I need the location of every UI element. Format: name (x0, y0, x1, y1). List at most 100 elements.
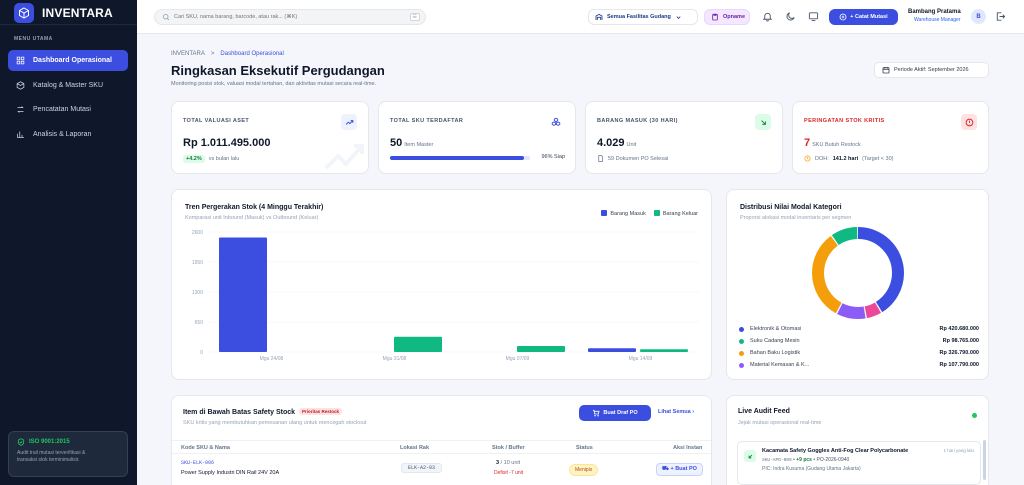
audit-item[interactable]: Kacamata Safety Goggles Anti-Fog Clear P… (737, 441, 981, 485)
card-subtitle: Komparasi unit Inbound (Masuk) vs Outbou… (185, 215, 319, 221)
distribution-donut-chart (812, 227, 904, 319)
y-tick-label: 650 (195, 320, 204, 326)
avatar[interactable]: B (971, 9, 986, 24)
donut-slice[interactable] (812, 227, 904, 319)
card-title: Live Audit Feed (738, 408, 790, 415)
card-title: Item di Bawah Batas Safety Stock Priorita… (183, 408, 343, 416)
create-po-draft-button[interactable]: Buat Draf PO (579, 405, 651, 421)
kpi-number: 7 (804, 137, 811, 149)
record-mutation-button[interactable]: + Catat Mutasi (829, 9, 898, 25)
kpi-value: Rp 1.011.495.000 (183, 137, 271, 149)
y-tick-label: 0 (200, 350, 203, 356)
category-row: Material Kemasan & K... Rp 107.790.000 (739, 361, 979, 371)
facility-label: Semua Fasilitas Gudang (607, 14, 671, 20)
breadcrumb-separator: > (210, 51, 215, 57)
create-po-label: + Buat PO (670, 466, 697, 472)
table-header: Kode SKU & Nama Lokasi Rak Stok / Buffer… (172, 440, 711, 454)
search-bar[interactable]: ☰ (154, 9, 426, 25)
sidebar-item-analysis[interactable]: Analisis & Laporan (8, 124, 128, 145)
bell-icon[interactable] (762, 11, 773, 22)
sidebar: INVENTARA MENU UTAMA Dashboard Operasion… (0, 0, 137, 485)
shield-check-icon (17, 438, 25, 446)
y-tick-label: 1300 (192, 290, 203, 296)
breadcrumb: INVENTARA > Dashboard Operasional (171, 51, 284, 57)
cube-icon (14, 3, 34, 23)
logout-icon[interactable] (995, 11, 1006, 22)
legend-item-inbound[interactable]: Barang Masuk (601, 210, 646, 217)
kpi-footer: DOH: 141.2 hari (Target < 30) (804, 155, 893, 162)
cart-icon: ⛟ (662, 466, 669, 472)
app-name: INVENTARA (42, 6, 113, 20)
clock-icon (804, 155, 811, 162)
period-label: Periode Aktif: September 2026 (894, 67, 969, 73)
moon-icon[interactable] (785, 11, 796, 22)
audit-qty: +9 pcs (796, 457, 812, 463)
status-badge: Menipis (569, 464, 599, 476)
category-value: Rp 107.790.000 (939, 362, 979, 368)
scrollbar[interactable] (983, 440, 986, 480)
sidebar-item-label: Analisis & Laporan (33, 131, 92, 138)
sidebar-section-label: MENU UTAMA (14, 36, 53, 42)
audit-item-title: Kacamata Safety Goggles Anti-Fog Clear P… (762, 448, 909, 454)
period-selector[interactable]: Periode Aktif: September 2026 (874, 62, 989, 78)
sku-code[interactable]: SKU-ELK-006 (181, 460, 215, 466)
calendar-icon (882, 67, 890, 74)
breadcrumb-root[interactable]: INVENTARA (171, 51, 205, 57)
outbound-bar[interactable] (517, 346, 565, 352)
stock-value: 3 / 10 unit (496, 460, 520, 466)
card-subtitle: Jejak mutasi operasional real-time (738, 420, 822, 426)
meta-separator: • (813, 457, 817, 463)
x-tick-label: Mgu 07/09 (506, 356, 530, 362)
kpi-unit: Item Master (404, 142, 434, 148)
x-tick-label: Mgu 24/08 (260, 356, 284, 362)
facility-selector[interactable]: Semua Fasilitas Gudang (588, 9, 698, 25)
search-input[interactable] (174, 14, 394, 20)
table-row[interactable]: SKU-ELK-006 Power Supply Industri DIN Ra… (172, 456, 711, 485)
create-po-button[interactable]: ⛟ + Buat PO (656, 463, 703, 476)
iso-description: Audit trail mutasi terverifikasi & trans… (17, 450, 119, 464)
outbound-bar[interactable] (394, 336, 442, 352)
opname-button[interactable]: Opname (704, 9, 750, 25)
kpi-value: 50 Item Master (390, 137, 433, 149)
sidebar-item-dashboard[interactable]: Dashboard Operasional (8, 50, 128, 71)
legend-swatch (653, 210, 660, 216)
breadcrumb-current: Dashboard Operasional (220, 51, 284, 57)
donut-slice[interactable] (812, 227, 904, 319)
inbound-bar[interactable] (588, 348, 636, 352)
meta-separator: • (793, 457, 797, 463)
kpi-unit: SKU Butuh Restock (812, 142, 861, 148)
progress-fill (390, 156, 525, 160)
stock-deficit: Defisit -7 unit (494, 470, 524, 476)
category-distribution-card: Distribusi Nilai Modal Kategori Proporsi… (726, 189, 989, 380)
donut-slice[interactable] (812, 227, 904, 319)
category-row: Suku Cadang Mesin Rp 98.765.000 (739, 337, 979, 347)
bar-chart-icon (17, 131, 24, 138)
sidebar-item-mutation[interactable]: Pencatatan Mutasi (8, 99, 128, 120)
plus-circle-icon (839, 13, 847, 21)
sidebar-item-catalog[interactable]: Katalog & Master SKU (8, 75, 128, 96)
trend-watermark-icon (324, 144, 364, 170)
legend-item-outbound[interactable]: Barang Keluar (653, 210, 698, 217)
kpi-value: 4.029 Unit (597, 137, 636, 149)
kpi-label: PERINGATAN STOK KRITIS (804, 118, 885, 124)
priority-badge: Prioritas Restock (299, 408, 343, 415)
page-title: Ringkasan Eksekutif Pergudangan (171, 63, 385, 78)
alert-circle-icon (961, 114, 977, 130)
inbound-bar[interactable] (219, 237, 267, 352)
sku-readiness-progress (390, 156, 530, 160)
kpi-number: 50 (390, 137, 403, 149)
app-logo[interactable]: INVENTARA (14, 3, 113, 23)
clipboard-icon (712, 13, 718, 21)
kpi-card-sku-total: TOTAL SKU TERDAFTAR 50 Item Master 96% Si… (378, 101, 576, 174)
doh-label: DOH: (815, 155, 829, 162)
legend-label: Barang Keluar (662, 211, 698, 217)
card-title: Tren Pergerakan Stok (4 Minggu Terakhir) (185, 204, 324, 211)
see-all-link[interactable]: Lihat Semua › (658, 409, 694, 415)
monitor-icon[interactable] (808, 11, 819, 22)
boxes-icon (548, 114, 564, 130)
column-header: Stok / Buffer (492, 445, 525, 451)
outbound-bar[interactable] (640, 349, 688, 352)
dashboard-icon (16, 56, 25, 65)
progress-text: 96% Siap (541, 154, 565, 160)
kpi-card-asset-valuation: TOTAL VALUASI ASET Rp 1.011.495.000 +4.2… (171, 101, 369, 174)
